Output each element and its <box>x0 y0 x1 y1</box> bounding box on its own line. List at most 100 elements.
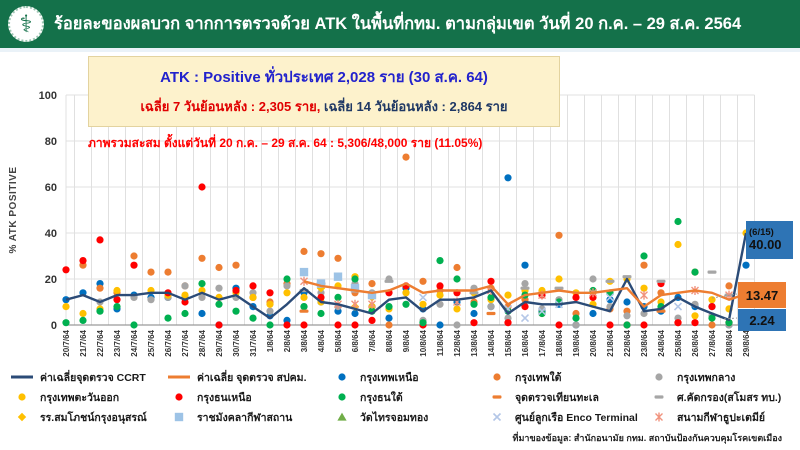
chart-legend: ค่าเฉลี่ยจุดตรวจ CCRT ค่าเฉลี่ย จุดตรวจ ส… <box>10 367 794 427</box>
legend-dot-icon <box>338 373 346 381</box>
svg-text:20/7/64: 20/7/64 <box>62 329 71 356</box>
legend-label: ศ.คัดกรอง(สโมสร ทบ.) <box>677 391 782 404</box>
legend-item: ราชมังคลากีฬาสถาน <box>167 409 330 426</box>
legend-label: ค่าเฉลี่ยจุดตรวจ CCRT <box>40 371 146 384</box>
svg-text:4/8/64: 4/8/64 <box>317 329 326 352</box>
svg-text:30/7/64: 30/7/64 <box>232 329 241 356</box>
legend-label: กรุงเทพเหนือ <box>360 371 419 384</box>
legend-item: รร.สมโภชน์กรุงอนุสรณ์ <box>10 409 167 426</box>
legend-item: สนามกีฬาธูปะเตมีย์ <box>647 409 794 426</box>
legend-dot-icon <box>175 393 183 401</box>
svg-text:26/7/64: 26/7/64 <box>164 329 173 356</box>
legend-label: จุดตรวจเทียนทะเล <box>515 391 599 404</box>
svg-text:7/8/64: 7/8/64 <box>368 329 377 352</box>
svg-text:21/8/64: 21/8/64 <box>606 329 615 356</box>
legend-label: ราชมังคลากีฬาสถาน <box>197 411 293 424</box>
source-note: ที่มาของข้อมูล: สำนักอนามัย กทม. สถาบันป… <box>512 433 782 443</box>
svg-text:23/8/64: 23/8/64 <box>640 329 649 356</box>
svg-text:13/8/64: 13/8/64 <box>470 329 479 356</box>
legend-dash-icon <box>492 395 502 399</box>
legend-item: กรุงเทพเหนือ <box>330 369 485 386</box>
svg-text:20: 20 <box>45 274 57 286</box>
legend-dot-icon <box>655 373 663 381</box>
legend-diamond-icon <box>17 412 27 422</box>
svg-text:3/8/64: 3/8/64 <box>300 329 309 352</box>
svg-text:% ATK POSITIVE: % ATK POSITIVE <box>8 166 19 253</box>
legend-item: กรุงเทพกลาง <box>647 369 794 386</box>
svg-text:27/7/64: 27/7/64 <box>181 329 190 356</box>
svg-text:20/8/64: 20/8/64 <box>589 329 598 356</box>
svg-text:26/8/64: 26/8/64 <box>691 329 700 356</box>
avg-14day-text: เฉลี่ย 14 วันย้อนหลัง : 2,864 ราย <box>320 99 508 114</box>
legend-label: กรุงเทพใต้ <box>515 371 562 384</box>
legend-label: ค่าเฉลี่ย จุดตรวจ สปคม. <box>197 371 307 384</box>
legend-dash-icon <box>654 395 664 399</box>
moph-logo-icon: ⚕ <box>8 6 44 42</box>
svg-text:24/7/64: 24/7/64 <box>130 329 139 356</box>
legend-dot-icon <box>338 393 346 401</box>
svg-text:21/7/64: 21/7/64 <box>79 329 88 356</box>
svg-text:14/8/64: 14/8/64 <box>487 329 496 356</box>
svg-text:25/7/64: 25/7/64 <box>147 329 156 356</box>
header-bar: ⚕ ร้อยละของผลบวก จากการตรวจด้วย ATK ในพื… <box>0 0 800 48</box>
legend-triangle-icon <box>337 412 347 421</box>
legend-x-icon <box>492 412 502 422</box>
legend-label: กรุงธนใต้ <box>360 391 403 404</box>
svg-text:17/8/64: 17/8/64 <box>538 329 547 356</box>
svg-text:18/8/64: 18/8/64 <box>555 329 564 356</box>
legend-item: ศูนย์ลูกเรือ Enco Terminal <box>485 409 647 426</box>
legend-item: กรุงเทพตะวันออก <box>10 389 167 406</box>
svg-text:0: 0 <box>51 320 57 332</box>
atk-summary-box: ATK : Positive ทั่วประเทศ 2,028 ราย (30 … <box>88 56 560 127</box>
atk-positive-total: ATK : Positive ทั่วประเทศ 2,028 ราย (30 … <box>160 69 488 86</box>
callout-ccrt-ratio: (6/15) <box>749 227 774 239</box>
cumulative-note: ภาพรวมสะสม ตั้งแต่วันที่ 20 ก.ค. – 29 ส.… <box>88 136 483 150</box>
svg-text:19/8/64: 19/8/64 <box>572 329 581 356</box>
svg-text:24/8/64: 24/8/64 <box>657 329 666 356</box>
legend-dot-icon <box>18 393 26 401</box>
svg-text:80: 80 <box>45 136 57 148</box>
legend-square-icon <box>174 412 184 422</box>
legend-item: ค่าเฉลี่ยจุดตรวจ CCRT <box>10 369 167 386</box>
svg-text:23/7/64: 23/7/64 <box>113 329 122 356</box>
svg-text:22/7/64: 22/7/64 <box>96 329 105 356</box>
svg-text:1/8/64: 1/8/64 <box>266 329 275 352</box>
legend-item: กรุงธนเหนือ <box>167 389 330 406</box>
legend-label: สนามกีฬาธูปะเตมีย์ <box>677 411 766 424</box>
svg-text:29/7/64: 29/7/64 <box>215 329 224 356</box>
svg-text:100: 100 <box>39 90 57 102</box>
svg-text:9/8/64: 9/8/64 <box>402 329 411 352</box>
svg-text:6/8/64: 6/8/64 <box>351 329 360 352</box>
legend-label: กรุงธนเหนือ <box>197 391 252 404</box>
legend-label: รร.สมโภชน์กรุงอนุสรณ์ <box>40 411 147 424</box>
legend-dot-icon <box>493 373 501 381</box>
legend-line-icon <box>168 375 190 379</box>
legend-item: กรุงเทพใต้ <box>485 369 647 386</box>
svg-text:28/7/64: 28/7/64 <box>198 329 207 356</box>
atk-averages: เฉลี่ย 7 วันย้อนหลัง : 2,305 ราย, เฉลี่ย… <box>89 96 559 117</box>
page-title: ร้อยละของผลบวก จากการตรวจด้วย ATK ในพื้น… <box>54 15 742 33</box>
svg-text:5/8/64: 5/8/64 <box>334 329 343 352</box>
legend-label: ศูนย์ลูกเรือ Enco Terminal <box>515 411 638 424</box>
svg-text:8/8/64: 8/8/64 <box>385 329 394 352</box>
svg-text:22/8/64: 22/8/64 <box>623 329 632 356</box>
svg-text:16/8/64: 16/8/64 <box>521 329 530 356</box>
header-divider <box>0 48 800 52</box>
svg-text:40: 40 <box>45 228 57 240</box>
legend-item: จุดตรวจเทียนทะเล <box>485 389 647 406</box>
legend-xstar-icon <box>655 412 663 422</box>
callout-ccrt-prev: 2.24 <box>738 309 786 331</box>
legend-item: วัดไทรจอมทอง <box>330 409 485 426</box>
legend-label: วัดไทรจอมทอง <box>360 411 429 424</box>
svg-text:27/8/64: 27/8/64 <box>708 329 717 356</box>
svg-text:15/8/64: 15/8/64 <box>504 329 513 356</box>
legend-item: ศ.คัดกรอง(สโมสร ทบ.) <box>647 389 794 406</box>
avg-7day-text: เฉลี่ย 7 วันย้อนหลัง : 2,305 ราย, <box>140 99 321 114</box>
svg-text:11/8/64: 11/8/64 <box>436 329 445 356</box>
svg-text:28/8/64: 28/8/64 <box>725 329 734 356</box>
svg-text:31/7/64: 31/7/64 <box>249 329 258 356</box>
legend-label: กรุงเทพกลาง <box>677 371 736 384</box>
svg-text:60: 60 <box>45 182 57 194</box>
